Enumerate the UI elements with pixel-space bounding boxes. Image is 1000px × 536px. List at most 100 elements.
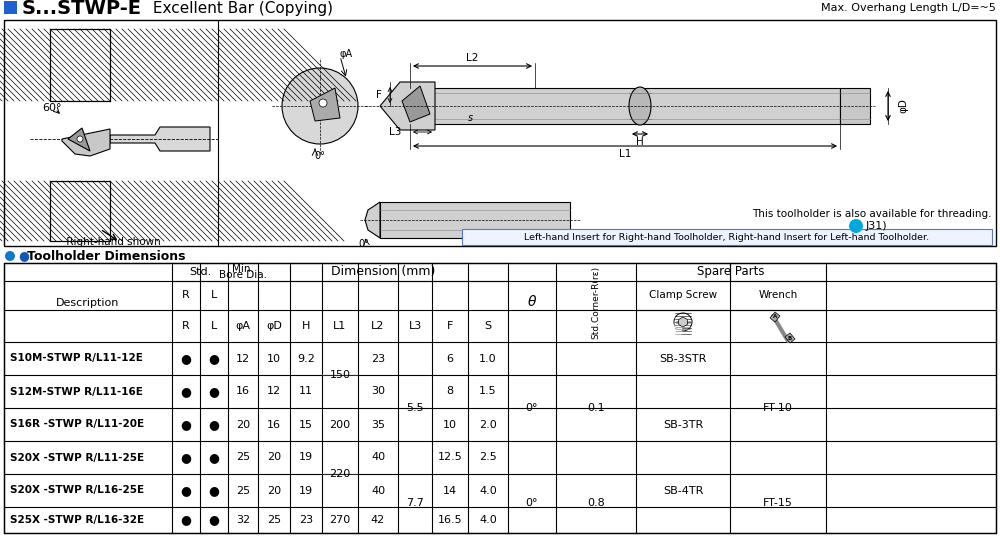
Text: Bore Dia.: Bore Dia. [219,270,267,280]
Text: FT-10: FT-10 [763,403,793,413]
Text: L3: L3 [408,321,422,331]
Text: ●: ● [181,513,191,526]
Polygon shape [785,333,795,343]
Text: 8: 8 [446,386,454,397]
Text: 20: 20 [267,452,281,463]
Text: 25: 25 [236,486,250,495]
Text: 6: 6 [446,354,454,363]
Text: S...STWP-E: S...STWP-E [22,0,142,18]
Bar [4,20,996,246]
Text: 200: 200 [329,420,351,429]
Text: ●: ● [181,385,191,398]
Bar [4,263,996,533]
Circle shape [282,68,358,144]
Text: Std.: Std. [189,267,211,277]
Text: L2: L2 [371,321,385,331]
Text: 4.0: 4.0 [479,515,497,525]
Text: B: B [788,337,792,341]
Text: 23: 23 [299,515,313,525]
Text: Toolholder Dimensions: Toolholder Dimensions [27,249,186,263]
Text: φA: φA [340,49,353,59]
Text: FT-15: FT-15 [763,498,793,509]
Circle shape [77,136,83,142]
Text: 0°: 0° [358,239,369,249]
Text: 9.2: 9.2 [297,354,315,363]
Text: F: F [376,90,382,100]
Bar [380,202,570,238]
Polygon shape [365,202,380,238]
Ellipse shape [629,87,651,125]
Text: Dimension (mm): Dimension (mm) [331,265,435,279]
Bar [50,181,110,241]
Text: θ: θ [528,295,536,309]
Text: 19: 19 [299,486,313,495]
Text: 16.5: 16.5 [438,515,462,525]
Text: 270: 270 [329,515,351,525]
Circle shape [849,219,863,233]
Text: ●: ● [209,451,219,464]
Bar [5,474,995,507]
Text: S12M-STWP R/L11-16E: S12M-STWP R/L11-16E [10,386,143,397]
Text: 16: 16 [267,420,281,429]
Bar [5,508,995,533]
Circle shape [5,251,15,261]
Polygon shape [110,127,210,151]
Text: ●: ● [181,352,191,365]
Text: 11: 11 [299,386,313,397]
Text: L3: L3 [389,127,401,137]
Text: 35: 35 [371,420,385,429]
Polygon shape [679,317,687,327]
Text: 12: 12 [267,386,281,397]
Circle shape [674,313,692,331]
Text: 42: 42 [371,515,385,525]
Text: H: H [302,321,310,331]
Text: 30: 30 [371,386,385,397]
Text: 14: 14 [443,486,457,495]
Bar [50,29,110,101]
Text: 20: 20 [236,420,250,429]
Text: 40: 40 [371,452,385,463]
Text: ●: ● [181,484,191,497]
Polygon shape [310,88,340,121]
Text: 32: 32 [236,515,250,525]
Text: 0.8: 0.8 [587,498,605,509]
Text: H: H [636,137,644,147]
Bar [4,263,996,281]
Bar [50,29,110,101]
Text: s: s [467,113,473,123]
Text: 7.7: 7.7 [406,498,424,509]
Polygon shape [62,129,110,156]
Bar [4,1,17,14]
Text: R: R [182,291,190,301]
Text: ●: ● [181,451,191,464]
Text: Clamp Screw: Clamp Screw [649,291,717,301]
Text: S: S [484,321,492,331]
Text: Wrench: Wrench [758,291,798,301]
Text: 60°: 60° [42,103,62,113]
Bar [410,88,840,124]
Bar [462,229,992,245]
Polygon shape [770,312,780,322]
Polygon shape [402,86,430,122]
Text: 12: 12 [236,354,250,363]
Text: R: R [182,321,190,331]
Text: 25: 25 [267,515,281,525]
Text: 2.5: 2.5 [479,452,497,463]
Text: L: L [211,291,217,301]
Text: SB-3STR: SB-3STR [659,354,707,363]
Text: L1: L1 [333,321,347,331]
Text: 40: 40 [371,486,385,495]
Text: Left-hand Insert for Right-hand Toolholder, Right-hand Insert for Left-hand Tool: Left-hand Insert for Right-hand Toolhold… [524,233,930,242]
Bar [50,181,110,241]
Text: 19: 19 [299,452,313,463]
Text: 2.0: 2.0 [479,420,497,429]
Text: ●: ● [18,249,29,263]
Text: 0°: 0° [526,403,538,413]
Bar [5,343,995,375]
Text: SB-4TR: SB-4TR [663,486,703,495]
Text: 1.5: 1.5 [479,386,497,397]
Text: S20X -STWP R/L16-25E: S20X -STWP R/L16-25E [10,486,144,495]
Text: 0°: 0° [526,498,538,509]
Bar [50,101,110,181]
Text: 10: 10 [267,354,281,363]
